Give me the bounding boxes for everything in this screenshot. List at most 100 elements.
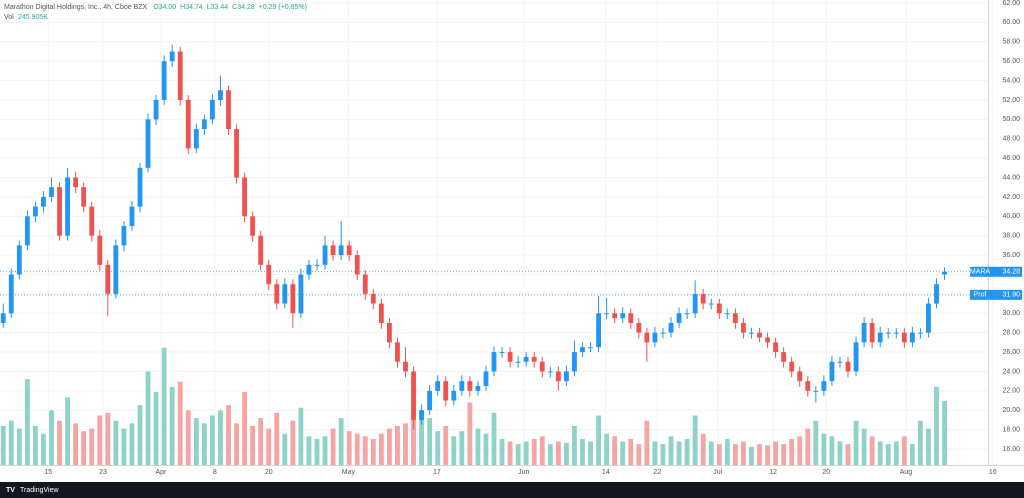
y-tick-label: 50.00 bbox=[1002, 116, 1020, 123]
chart-title: Marathon Digital Holdings, Inc., 4h, Cbo… bbox=[4, 4, 148, 11]
candle-body bbox=[451, 390, 457, 401]
y-tick-label: 30.00 bbox=[1002, 310, 1020, 317]
volume-bar bbox=[290, 420, 296, 465]
volume-bar bbox=[193, 418, 199, 465]
candle-body bbox=[741, 322, 746, 333]
volume-bar bbox=[708, 441, 714, 465]
x-tick-label: 15 bbox=[44, 469, 52, 476]
candle-body bbox=[24, 216, 30, 246]
volume-bar bbox=[209, 415, 215, 465]
candle-body bbox=[218, 90, 223, 100]
candle-body bbox=[918, 332, 923, 334]
candle-body bbox=[507, 352, 513, 362]
volume-bar bbox=[660, 444, 666, 465]
candle-body bbox=[893, 332, 899, 334]
volume-bar bbox=[451, 436, 457, 465]
candle-body bbox=[547, 371, 553, 373]
x-tick-label: 8 bbox=[213, 469, 217, 476]
candle-body bbox=[789, 361, 795, 372]
x-tick-label: 20 bbox=[822, 469, 830, 476]
candle-body bbox=[716, 303, 722, 314]
y-tick-label: 20.00 bbox=[1002, 407, 1020, 414]
candle-body bbox=[644, 332, 650, 343]
candle-body bbox=[797, 371, 803, 382]
candle-body bbox=[435, 381, 441, 391]
volume-bar bbox=[620, 441, 626, 465]
volume-bar bbox=[242, 392, 247, 465]
candle-body bbox=[628, 313, 634, 323]
volume-bar bbox=[378, 433, 384, 465]
candle-body bbox=[724, 313, 730, 315]
y-tick-label: 26.00 bbox=[1002, 349, 1020, 356]
volume-bar bbox=[942, 400, 947, 465]
candle-body bbox=[330, 245, 336, 256]
candle-body bbox=[700, 293, 706, 304]
volume-bar bbox=[499, 438, 505, 465]
price-label: 31.90 bbox=[1002, 292, 1020, 299]
candle-body bbox=[861, 322, 867, 343]
candle-body bbox=[73, 177, 79, 188]
footer-text: TradingView bbox=[20, 487, 59, 494]
volume-bar bbox=[531, 438, 537, 465]
price-name: Prof bbox=[974, 292, 987, 299]
candle-body bbox=[65, 177, 70, 236]
candle-body bbox=[805, 381, 811, 391]
candle-body bbox=[757, 332, 762, 338]
candle-body bbox=[258, 235, 264, 265]
volume-pane bbox=[0, 347, 947, 465]
candle-body bbox=[314, 264, 320, 266]
volume-bar bbox=[274, 412, 280, 465]
volume-bar bbox=[41, 433, 46, 465]
footer-logo: TV bbox=[6, 487, 15, 494]
volume-bar bbox=[322, 436, 328, 465]
candle-body bbox=[555, 371, 561, 382]
y-tick-label: 52.00 bbox=[1002, 97, 1020, 104]
y-tick-label: 18.00 bbox=[1002, 426, 1020, 433]
volume-bar bbox=[161, 347, 167, 465]
volume-bar bbox=[435, 431, 441, 465]
legend-value: O34.00 bbox=[153, 4, 176, 11]
volume-bar bbox=[32, 425, 38, 465]
candle-body bbox=[483, 371, 489, 386]
volume-bar bbox=[370, 438, 376, 465]
candle-body bbox=[8, 274, 14, 314]
volume-bar bbox=[258, 418, 264, 465]
candle-body bbox=[499, 352, 505, 354]
candle-body bbox=[901, 332, 907, 343]
candle-body bbox=[338, 245, 344, 256]
volume-bar bbox=[89, 428, 95, 465]
volume-bar bbox=[918, 420, 923, 465]
volume-bar bbox=[266, 428, 272, 465]
candle-body bbox=[290, 284, 296, 314]
volume-bar bbox=[306, 436, 312, 465]
price-label: 34.28 bbox=[1002, 269, 1020, 276]
volume-bar bbox=[757, 444, 762, 465]
candle-body bbox=[105, 264, 111, 294]
y-tick-label: 56.00 bbox=[1002, 58, 1020, 65]
candle-body bbox=[137, 167, 143, 207]
candle-body bbox=[403, 361, 408, 372]
candle-body bbox=[596, 313, 602, 348]
volume-bar bbox=[724, 438, 730, 465]
candle-body bbox=[845, 361, 851, 372]
volume-bar bbox=[612, 436, 618, 465]
y-tick-label: 44.00 bbox=[1002, 174, 1020, 181]
volume-bar bbox=[177, 381, 183, 465]
x-tick-label: Jul bbox=[713, 469, 722, 476]
volume-bar bbox=[877, 441, 883, 465]
volume-bar bbox=[475, 428, 481, 465]
candle-body bbox=[32, 206, 38, 217]
volume-bar bbox=[201, 423, 207, 465]
volume-bar bbox=[781, 444, 787, 465]
price-tag bbox=[990, 289, 1022, 300]
candle-body bbox=[113, 245, 119, 294]
volume-bar bbox=[65, 397, 70, 465]
volume-bar bbox=[81, 431, 87, 465]
volume-bar bbox=[234, 423, 239, 465]
volume-bar bbox=[250, 425, 256, 465]
candle-body bbox=[749, 332, 754, 334]
volume-bar bbox=[386, 428, 392, 465]
volume-bar bbox=[145, 371, 151, 465]
